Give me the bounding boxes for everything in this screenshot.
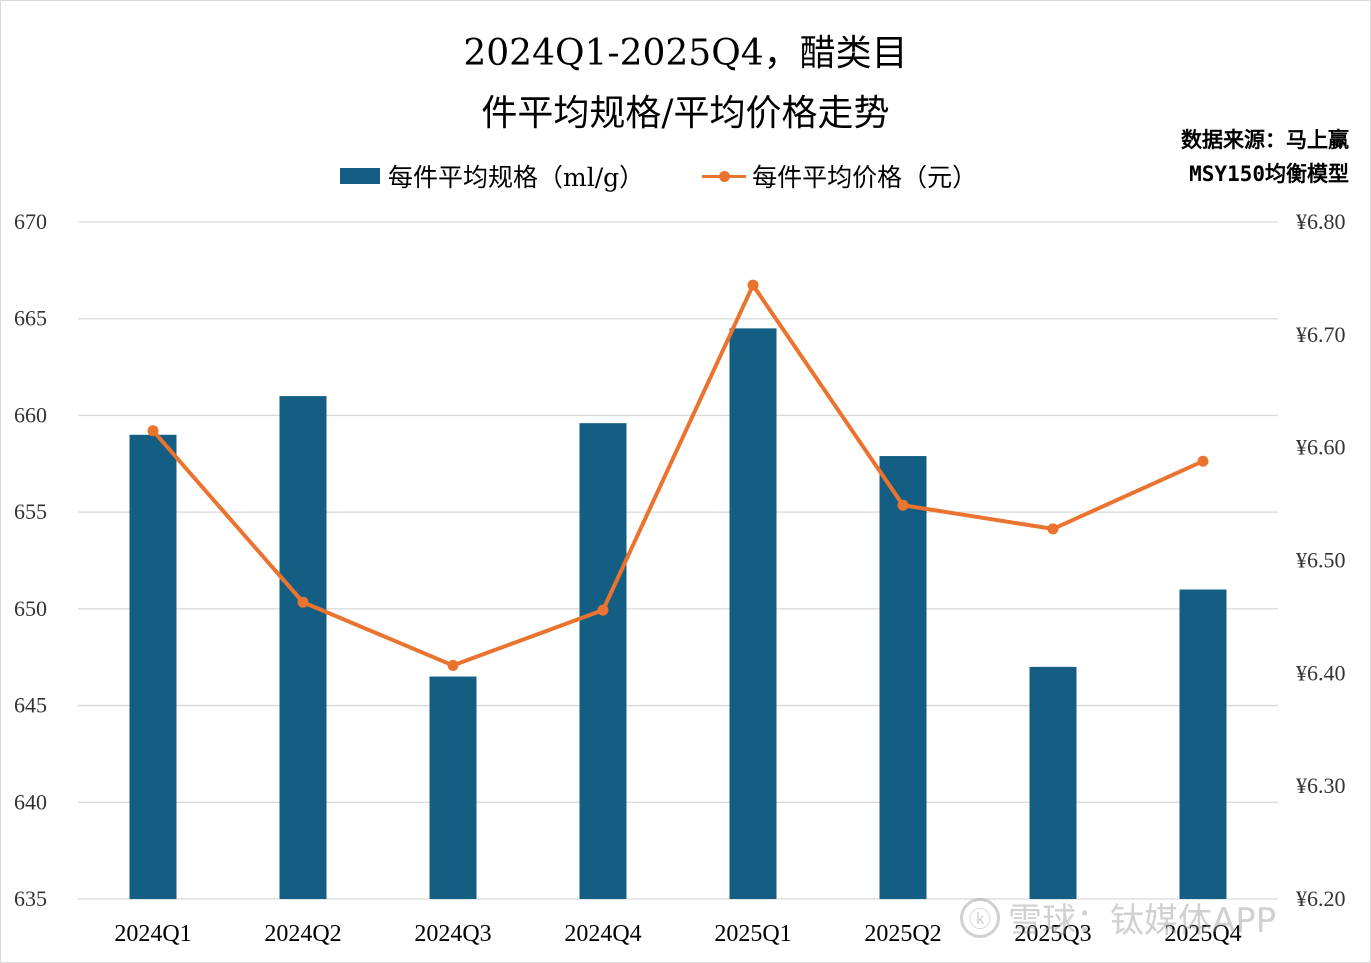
y-right-tick-label: ¥6.50 <box>1296 548 1346 573</box>
legend-label-price: 每件平均价格（元） <box>752 163 978 192</box>
x-tick-label: 2025Q2 <box>864 921 941 947</box>
x-tick-label: 2024Q4 <box>564 921 641 947</box>
legend-item-price: 每件平均价格（元） <box>702 158 977 194</box>
y-left-tick-label: 645 <box>14 693 47 718</box>
bar <box>279 396 327 899</box>
price-point <box>1047 523 1059 535</box>
y-right-tick-label: ¥6.20 <box>1296 886 1346 911</box>
y-right-tick-label: ¥6.70 <box>1296 322 1346 347</box>
x-tick-label: 2025Q1 <box>714 921 791 947</box>
chart-title-line1: 2024Q1-2025Q4，醋类目 <box>463 33 908 74</box>
y-right-tick-label: ¥6.60 <box>1296 435 1346 460</box>
chart-title-line2: 件平均规格/平均价格走势 <box>481 93 890 134</box>
x-tick-label: 2025Q4 <box>1164 921 1241 947</box>
legend: 每件平均规格（ml/g） 每件平均价格（元） <box>340 158 1035 194</box>
model-note: MSY150均衡模型 <box>1189 162 1349 186</box>
legend-swatch-line <box>702 166 747 186</box>
watermark-text: 雪球：钛媒体APP <box>1008 901 1277 941</box>
source-note: 数据来源：马上赢 <box>1181 128 1349 152</box>
x-tick-label: 2025Q3 <box>1014 921 1091 947</box>
bar <box>729 328 777 899</box>
x-tick-label: 2024Q1 <box>114 921 191 947</box>
price-point <box>597 604 609 616</box>
bar <box>579 423 627 899</box>
watermark-logo-icon: ⓚ <box>960 897 1000 938</box>
price-point <box>297 596 309 608</box>
bar <box>1029 666 1077 899</box>
bar <box>879 456 927 899</box>
y-right-tick-label: ¥6.40 <box>1296 660 1346 685</box>
y-left-tick-label: 640 <box>14 789 47 814</box>
y-left-tick-label: 650 <box>14 596 47 621</box>
y-left-tick-label: 670 <box>14 209 47 234</box>
y-left-tick-label: 635 <box>14 886 47 911</box>
price-point <box>147 425 159 437</box>
y-right-tick-label: ¥6.30 <box>1296 773 1346 798</box>
x-tick-label: 2024Q3 <box>414 921 491 947</box>
legend-swatch-bar <box>340 168 380 184</box>
y-left-tick-label: 655 <box>14 499 47 524</box>
bar <box>129 434 177 899</box>
legend-item-size: 每件平均规格（ml/g） <box>340 158 644 194</box>
y-right-tick-label: ¥6.80 <box>1296 209 1346 234</box>
price-line <box>151 283 1204 668</box>
x-tick-label: 2024Q2 <box>264 921 341 947</box>
price-point <box>1197 455 1209 467</box>
price-point <box>747 279 759 291</box>
price-point <box>897 499 909 511</box>
price-point <box>447 659 459 671</box>
bar <box>1179 589 1227 899</box>
bar <box>429 676 477 899</box>
watermark: ⓚ 雪球：钛媒体APP <box>960 893 1276 942</box>
y-left-tick-label: 665 <box>14 306 47 331</box>
y-left-tick-label: 660 <box>14 402 47 427</box>
legend-label-size: 每件平均规格（ml/g） <box>388 163 645 192</box>
